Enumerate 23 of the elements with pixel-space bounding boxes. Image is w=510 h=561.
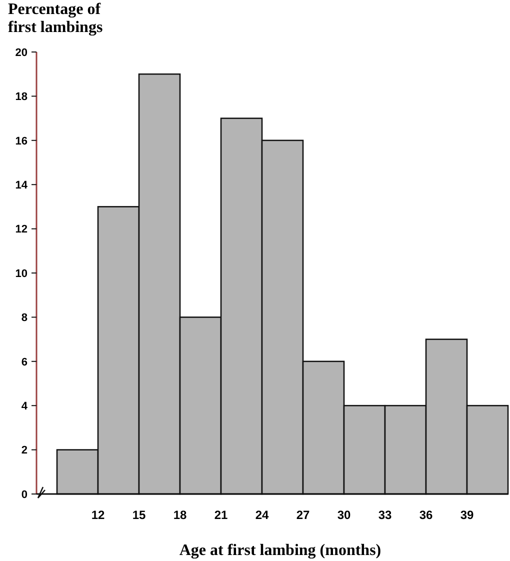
x-tick-label: 27 [296,508,310,522]
x-tick-label: 39 [460,508,474,522]
y-tick-label: 16 [15,135,28,148]
y-tick-label: 20 [15,46,28,59]
x-tick-label: 18 [173,508,187,522]
y-tick-label: 2 [21,444,28,457]
y-tick-label: 8 [21,312,28,324]
x-tick-label: 12 [91,508,105,522]
y-tick-label: 10 [15,268,28,280]
x-tick-label: 21 [214,508,228,522]
y-tick-label: 14 [15,179,28,192]
y-tick-label: 4 [21,400,28,412]
y-tick-label: 0 [21,488,28,501]
x-axis-title: Age at first lambing (months) [179,542,382,559]
x-tick-label: 24 [255,508,269,522]
x-tick-label: 36 [419,508,433,522]
y-tick-label: 18 [15,91,28,104]
x-tick-label: 15 [132,508,146,522]
y-tick-label: 6 [21,356,28,368]
x-tick-label: 30 [337,508,351,522]
x-tick-label: 33 [378,508,392,522]
y-tick-label: 12 [15,224,28,236]
y-axis-title: Percentage of first lambings [8,1,103,36]
